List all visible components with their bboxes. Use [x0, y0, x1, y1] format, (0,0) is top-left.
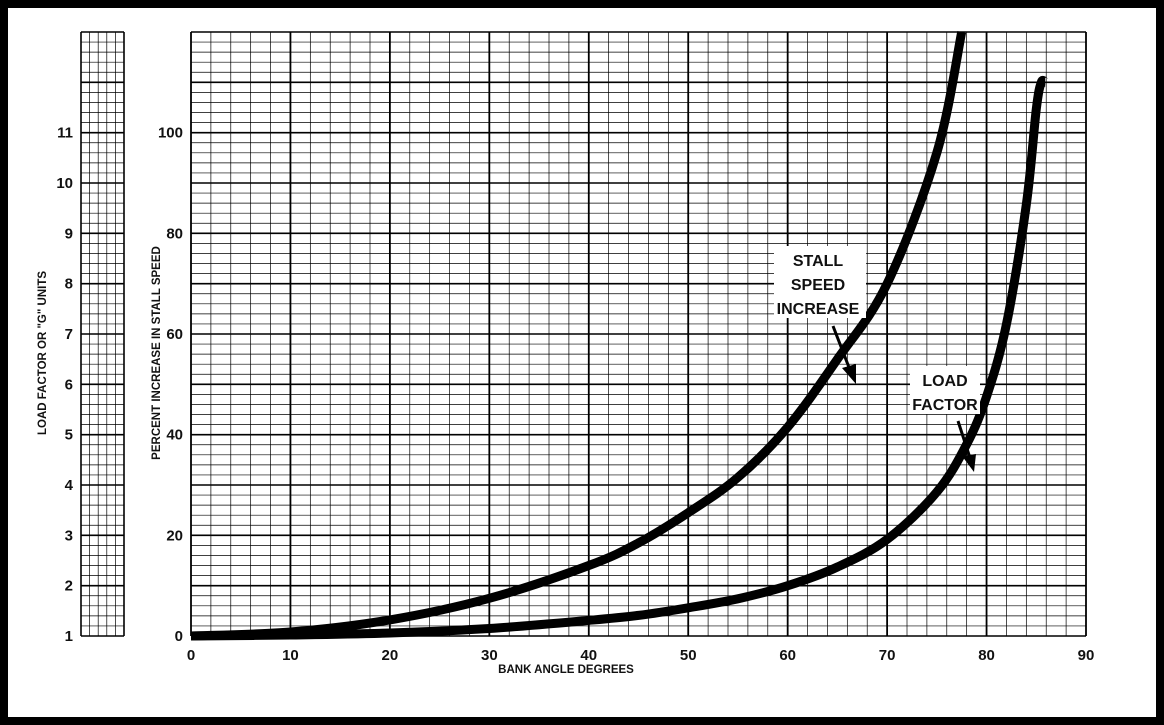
y-tick-label: 80: [166, 225, 183, 242]
stall-annotation-line-3: INCREASE: [777, 301, 860, 318]
y-tick-label: 100: [158, 125, 183, 142]
y-tick-label: 60: [166, 326, 183, 343]
stall-annotation-line-2: SPEED: [791, 277, 845, 294]
y-tick-label: 40: [166, 427, 183, 444]
y2-tick-label: 3: [65, 527, 73, 544]
y2-tick-label: 5: [65, 427, 73, 444]
load-annotation-line-2: FACTOR: [912, 397, 978, 414]
y2-axis-label: LOAD FACTOR OR "G" UNITS: [37, 271, 49, 435]
x-axis-label: BANK ANGLE DEGREES: [498, 664, 634, 676]
stall-speed-annotation: STALL SPEED INCREASE: [774, 246, 866, 384]
y2-tick-label: 2: [65, 578, 73, 595]
x-tick-label: 70: [879, 647, 896, 664]
y-tick-label: 20: [166, 527, 183, 544]
load-factor-line: [190, 75, 1049, 641]
x-tick-label: 80: [978, 647, 995, 664]
x-tick-label: 90: [1078, 647, 1095, 664]
load-factor-annotation: LOAD FACTOR: [910, 366, 980, 472]
y-axis-label: PERCENT INCREASE IN STALL SPEED: [151, 246, 163, 460]
load-annotation-arrowhead: [962, 454, 976, 472]
y2-tick-label: 8: [65, 276, 73, 293]
chart-frame: 0 10 20 30 40 50 60 70 80 90 0 20 40 60 80 100 1 2 3 4 5 6 7 8 9…: [7, 7, 1157, 718]
stall-annotation-arrowhead: [842, 364, 856, 384]
load-annotation-arrow: [956, 420, 972, 459]
y2-tick-label: 11: [57, 125, 73, 142]
stall-annotation-line-1: STALL: [793, 253, 844, 270]
x-tick-label: 50: [680, 647, 697, 664]
x-tick-label: 40: [580, 647, 597, 664]
x-tick-label: 20: [382, 647, 399, 664]
y2-tick-label: 7: [65, 326, 73, 343]
y2-tick-label: 9: [65, 225, 73, 242]
x-tick-label: 0: [187, 647, 195, 664]
x-tick-label: 60: [779, 647, 796, 664]
load-annotation-line-1: LOAD: [922, 373, 967, 390]
y2-tick-label: 10: [56, 175, 73, 192]
y2-tick-label: 6: [65, 376, 73, 393]
bank-angle-chart: 0 10 20 30 40 50 60 70 80 90 0 20 40 60 80 100 1 2 3 4 5 6 7 8 9…: [37, 31, 1095, 676]
x-tick-label: 10: [282, 647, 299, 664]
y2-tick-label: 1: [65, 628, 73, 645]
x-tick-label: 30: [481, 647, 498, 664]
stall-speed-increase-line: [190, 31, 967, 641]
stall-annotation-arrow: [831, 325, 852, 371]
y2-tick-label: 4: [65, 477, 74, 494]
y-tick-label: 0: [175, 628, 183, 645]
